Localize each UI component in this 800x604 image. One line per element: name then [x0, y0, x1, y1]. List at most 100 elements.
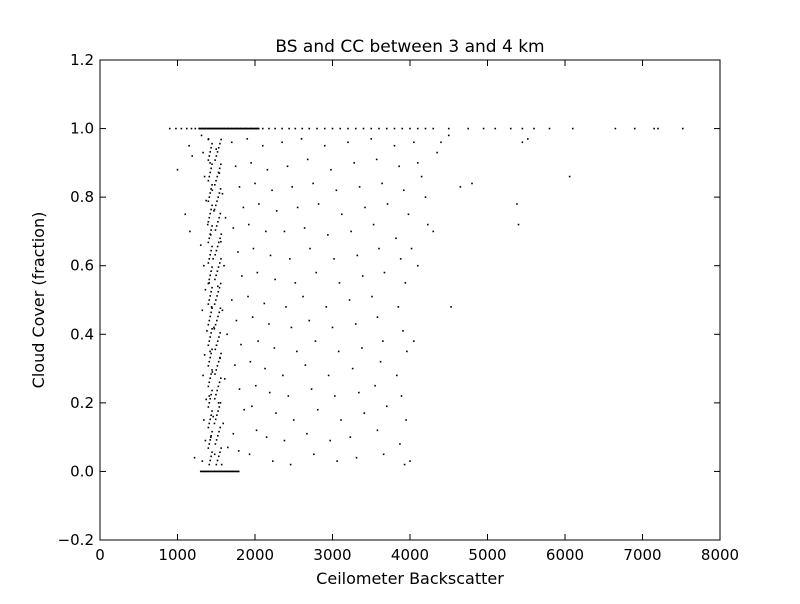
- data-point-dense: [208, 278, 211, 281]
- y-tick-label: 1.0: [70, 120, 94, 138]
- data-point-dense: [216, 414, 218, 416]
- data-point: [213, 210, 215, 212]
- data-point-dense: [215, 299, 217, 301]
- data-point-dense: [231, 470, 234, 473]
- data-point-dense: [216, 270, 219, 272]
- y-tick-label: 0.0: [70, 462, 94, 480]
- data-point: [432, 127, 435, 130]
- data-point: [301, 127, 304, 130]
- data-point-dense: [208, 360, 211, 363]
- data-point-dense: [211, 127, 214, 130]
- data-point-dense: [215, 344, 218, 347]
- data-point-dense: [218, 262, 221, 264]
- data-point-dense: [203, 470, 205, 473]
- data-point-dense: [215, 470, 217, 473]
- data-point-dense: [219, 282, 222, 285]
- data-point-dense: [256, 127, 258, 130]
- data-point: [397, 306, 400, 308]
- data-point-dense: [239, 127, 241, 130]
- data-point: [300, 138, 303, 140]
- data-point: [316, 408, 319, 411]
- data-point-dense: [247, 127, 250, 130]
- data-point: [175, 127, 177, 130]
- data-point: [265, 436, 268, 438]
- data-point-dense: [198, 127, 200, 130]
- data-point-dense: [216, 470, 218, 473]
- data-point: [333, 258, 335, 260]
- data-point: [289, 463, 292, 466]
- data-point: [398, 165, 400, 168]
- data-point: [220, 240, 222, 243]
- data-point-dense: [207, 127, 210, 130]
- data-point-dense: [208, 463, 211, 466]
- data-point-dense: [216, 200, 218, 203]
- data-point: [338, 282, 341, 284]
- data-point-dense: [208, 402, 211, 404]
- data-point: [241, 275, 243, 277]
- data-point: [409, 460, 411, 462]
- data-point: [211, 189, 214, 192]
- data-point: [548, 127, 551, 130]
- data-point: [294, 127, 297, 130]
- data-point-dense: [207, 179, 210, 182]
- data-point-dense: [210, 455, 212, 458]
- data-point-dense: [235, 127, 238, 130]
- data-point: [362, 127, 365, 130]
- data-point: [399, 443, 401, 445]
- data-point: [235, 319, 238, 322]
- data-point: [447, 134, 450, 137]
- data-point: [657, 127, 659, 130]
- data-point-dense: [219, 142, 221, 145]
- y-tick-label: 0.2: [70, 394, 94, 412]
- data-point-dense: [202, 127, 204, 130]
- data-point: [190, 127, 193, 130]
- data-point-dense: [208, 216, 211, 219]
- data-point: [354, 323, 357, 325]
- data-point-dense: [221, 127, 224, 130]
- data-point: [447, 127, 450, 130]
- data-point: [256, 271, 259, 274]
- data-point: [336, 460, 338, 462]
- data-point: [230, 141, 233, 144]
- data-point: [416, 162, 419, 164]
- data-point-dense: [217, 127, 219, 130]
- data-point: [201, 460, 204, 462]
- data-point-dense: [230, 127, 233, 130]
- data-point: [220, 463, 223, 466]
- data-point: [310, 388, 313, 390]
- data-point-dense: [222, 127, 225, 130]
- data-point-dense: [208, 381, 211, 384]
- data-point: [509, 127, 512, 130]
- data-point: [376, 429, 379, 432]
- data-point-dense: [208, 237, 211, 240]
- data-point: [393, 144, 396, 147]
- y-tick-label: 0.8: [70, 188, 94, 206]
- data-point-dense: [207, 159, 210, 161]
- data-point: [234, 364, 236, 366]
- data-point: [168, 127, 171, 130]
- data-point-dense: [217, 385, 220, 388]
- data-point: [234, 165, 237, 168]
- data-point-dense: [218, 336, 220, 338]
- data-point: [379, 360, 382, 363]
- data-point: [237, 251, 239, 253]
- data-point: [403, 463, 406, 466]
- data-point: [482, 127, 485, 130]
- data-point-dense: [218, 192, 221, 194]
- data-point-dense: [212, 470, 215, 473]
- data-point-dense: [204, 127, 207, 130]
- data-point-dense: [220, 127, 223, 130]
- axes-layer: 0 1000 2000 3000 4000 5000 6000 7000 8000 −0.2 0.0…: [58, 51, 740, 564]
- data-point-dense: [210, 434, 212, 437]
- data-point-dense: [202, 470, 204, 473]
- data-point-dense: [218, 470, 220, 473]
- data-point-dense: [219, 470, 222, 473]
- data-point: [350, 230, 352, 233]
- data-point: [404, 282, 407, 284]
- data-point: [424, 127, 427, 130]
- data-point: [401, 127, 404, 130]
- data-point-dense: [208, 340, 211, 342]
- data-point-dense: [216, 175, 219, 178]
- data-point-dense: [224, 470, 227, 473]
- data-point: [371, 295, 373, 298]
